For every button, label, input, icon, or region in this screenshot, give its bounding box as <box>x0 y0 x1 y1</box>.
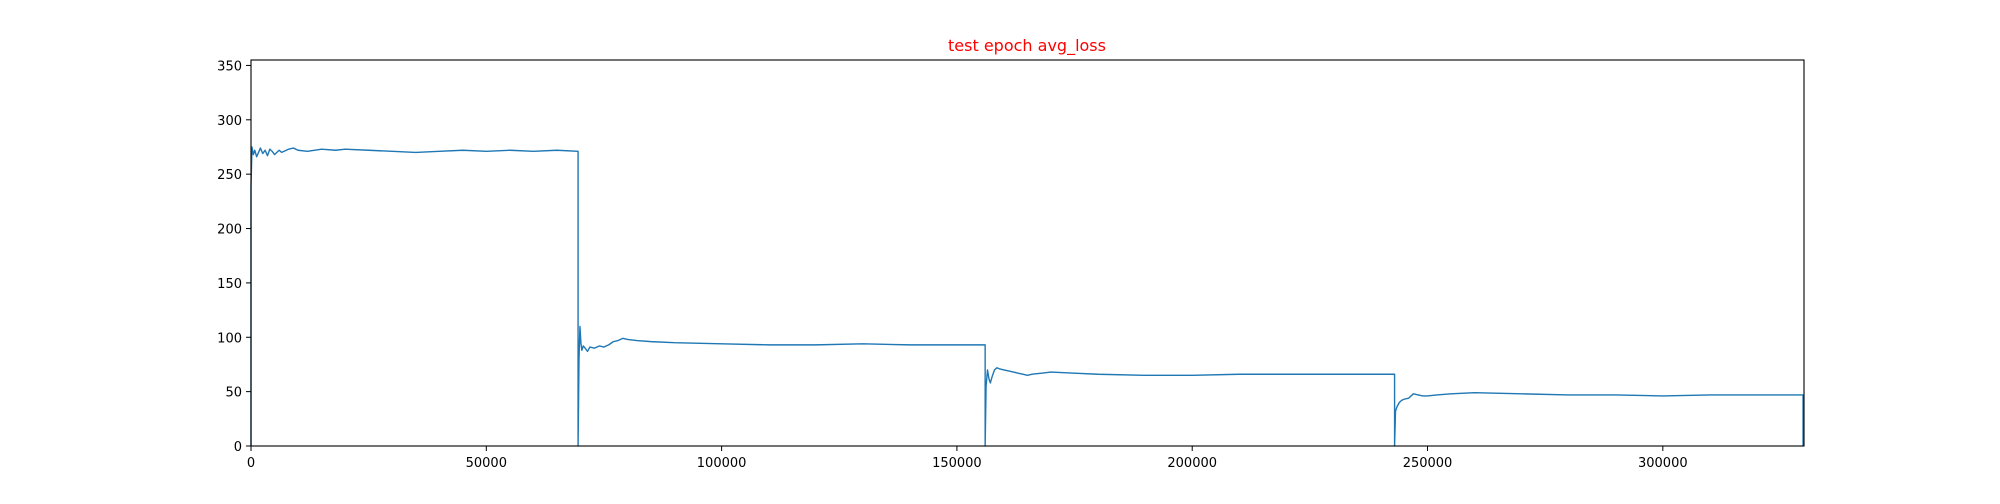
y-tick-label: 150 <box>217 277 242 292</box>
x-tick-label: 100000 <box>697 456 747 471</box>
x-tick-label: 0 <box>247 456 255 471</box>
y-tick-label: 200 <box>217 223 242 238</box>
x-tick-label: 50000 <box>466 456 507 471</box>
x-tick-label: 300000 <box>1638 456 1688 471</box>
x-tick-label: 200000 <box>1167 456 1217 471</box>
x-axis: 0 50000 100000 150000 200000 250000 300000 <box>247 446 1688 471</box>
axes-frame <box>250 59 1805 447</box>
y-tick-label: 300 <box>217 114 242 129</box>
plot-area <box>250 146 1804 447</box>
chart-title: test epoch avg_loss <box>948 36 1106 56</box>
y-axis: 0 50 100 150 200 250 300 350 <box>217 59 251 455</box>
x-tick-label: 150000 <box>932 456 982 471</box>
series-line-0 <box>250 146 1804 447</box>
y-tick-label: 100 <box>217 331 242 346</box>
y-tick-label: 50 <box>225 386 242 401</box>
y-tick-label: 250 <box>217 168 242 183</box>
y-tick-label: 0 <box>234 440 242 455</box>
y-tick-label: 350 <box>217 59 242 74</box>
x-tick-label: 250000 <box>1403 456 1453 471</box>
